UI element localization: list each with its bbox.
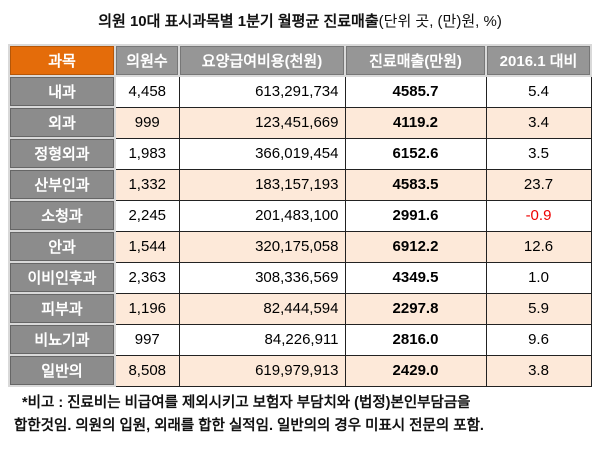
table-row: 일반의 8,508 619,979,913 2429.0 3.8 bbox=[8, 354, 592, 387]
table-row: 이비인후과 2,363 308,336,569 4349.5 1.0 bbox=[8, 261, 592, 294]
sales-cell: 4349.5 bbox=[344, 261, 487, 294]
table-row: 피부과 1,196 82,444,594 2297.8 5.9 bbox=[8, 292, 592, 325]
footnote-line2: 합한것임. 의원의 입원, 외래를 합한 실적임. 일반의의 경우 미표시 전문… bbox=[14, 418, 484, 434]
sales-cell: 2297.8 bbox=[344, 292, 487, 325]
clinic-count-cell: 1,196 bbox=[114, 292, 180, 325]
benefit-cost-cell: 183,157,193 bbox=[178, 168, 346, 201]
change-cell: 1.0 bbox=[485, 261, 592, 294]
benefit-cost-cell: 619,979,913 bbox=[178, 354, 346, 387]
change-cell: 3.5 bbox=[485, 137, 592, 170]
benefit-cost-cell: 123,451,669 bbox=[178, 106, 346, 139]
clinic-count-cell: 2,363 bbox=[114, 261, 180, 294]
header-subject: 과목 bbox=[8, 44, 116, 77]
subject-cell: 산부인과 bbox=[8, 168, 116, 201]
header-clinic-count: 의원수 bbox=[114, 44, 180, 77]
benefit-cost-cell: 84,226,911 bbox=[178, 323, 346, 356]
change-cell: 3.8 bbox=[485, 354, 592, 387]
change-cell: 3.4 bbox=[485, 106, 592, 139]
clinic-count-cell: 1,983 bbox=[114, 137, 180, 170]
subject-cell: 일반의 bbox=[8, 354, 116, 387]
table-row: 정형외과 1,983 366,019,454 6152.6 3.5 bbox=[8, 137, 592, 170]
footnote-line1: *비고 : 진료비는 비급여를 제외시키고 보험자 부담치와 (법정)본인부담금… bbox=[22, 395, 471, 411]
subject-cell: 내과 bbox=[8, 75, 116, 108]
change-cell: 5.9 bbox=[485, 292, 592, 325]
change-cell: -0.9 bbox=[485, 199, 592, 232]
benefit-cost-cell: 320,175,058 bbox=[178, 230, 346, 263]
change-cell: 9.6 bbox=[485, 323, 592, 356]
subject-cell: 안과 bbox=[8, 230, 116, 263]
clinic-count-cell: 1,544 bbox=[114, 230, 180, 263]
sales-cell: 2429.0 bbox=[344, 354, 487, 387]
clinic-count-cell: 1,332 bbox=[114, 168, 180, 201]
sales-cell: 6152.6 bbox=[344, 137, 487, 170]
title-unit: (단위 곳, (만)원, %) bbox=[378, 13, 502, 30]
benefit-cost-cell: 613,291,734 bbox=[178, 75, 346, 108]
table-row: 내과 4,458 613,291,734 4585.7 5.4 bbox=[8, 75, 592, 108]
header-change: 2016.1 대비 bbox=[485, 44, 592, 77]
header-row: 과목 의원수 요양급여비용(천원) 진료매출(만원) 2016.1 대비 bbox=[8, 44, 592, 77]
table-row: 소청과 2,245 201,483,100 2991.6 -0.9 bbox=[8, 199, 592, 232]
clinic-count-cell: 8,508 bbox=[114, 354, 180, 387]
clinic-count-cell: 2,245 bbox=[114, 199, 180, 232]
change-cell: 23.7 bbox=[485, 168, 592, 201]
sales-cell: 4583.5 bbox=[344, 168, 487, 201]
footnote: *비고 : 진료비는 비급여를 제외시키고 보험자 부담치와 (법정)본인부담금… bbox=[14, 392, 484, 438]
title-main: 의원 10대 표시과목별 1분기 월평균 진료매출 bbox=[98, 13, 379, 30]
subject-cell: 소청과 bbox=[8, 199, 116, 232]
change-cell: 12.6 bbox=[485, 230, 592, 263]
clinic-count-cell: 997 bbox=[114, 323, 180, 356]
sales-cell: 4119.2 bbox=[344, 106, 487, 139]
subject-cell: 비뇨기과 bbox=[8, 323, 116, 356]
sales-table: 과목 의원수 요양급여비용(천원) 진료매출(만원) 2016.1 대비 내과 4… bbox=[8, 44, 592, 387]
table-row: 산부인과 1,332 183,157,193 4583.5 23.7 bbox=[8, 168, 592, 201]
page-title: 의원 10대 표시과목별 1분기 월평균 진료매출(단위 곳, (만)원, %) bbox=[0, 10, 600, 31]
table-row: 외과 999 123,451,669 4119.2 3.4 bbox=[8, 106, 592, 139]
table-row: 비뇨기과 997 84,226,911 2816.0 9.6 bbox=[8, 323, 592, 356]
sales-cell: 4585.7 bbox=[344, 75, 487, 108]
subject-cell: 피부과 bbox=[8, 292, 116, 325]
clinic-count-cell: 4,458 bbox=[114, 75, 180, 108]
sales-cell: 2991.6 bbox=[344, 199, 487, 232]
subject-cell: 외과 bbox=[8, 106, 116, 139]
sales-cell: 6912.2 bbox=[344, 230, 487, 263]
table-row: 안과 1,544 320,175,058 6912.2 12.6 bbox=[8, 230, 592, 263]
header-sales: 진료매출(만원) bbox=[344, 44, 487, 77]
header-benefit-cost: 요양급여비용(천원) bbox=[178, 44, 346, 77]
sales-cell: 2816.0 bbox=[344, 323, 487, 356]
benefit-cost-cell: 308,336,569 bbox=[178, 261, 346, 294]
benefit-cost-cell: 82,444,594 bbox=[178, 292, 346, 325]
change-cell: 5.4 bbox=[485, 75, 592, 108]
clinic-count-cell: 999 bbox=[114, 106, 180, 139]
subject-cell: 정형외과 bbox=[8, 137, 116, 170]
subject-cell: 이비인후과 bbox=[8, 261, 116, 294]
benefit-cost-cell: 201,483,100 bbox=[178, 199, 346, 232]
benefit-cost-cell: 366,019,454 bbox=[178, 137, 346, 170]
